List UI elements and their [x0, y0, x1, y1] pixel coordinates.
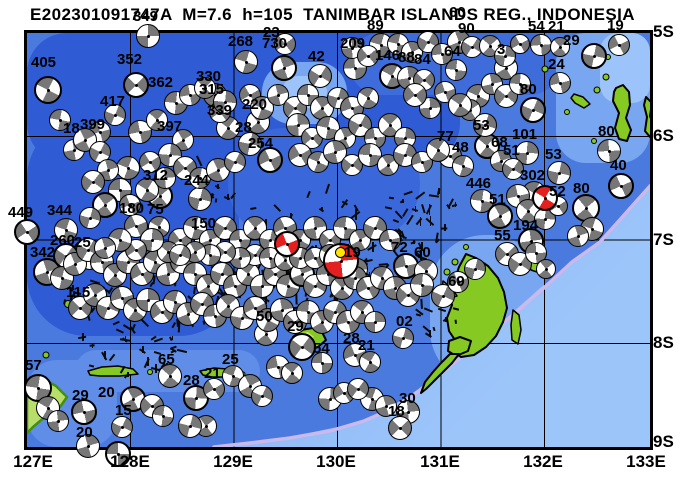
islet — [591, 138, 597, 144]
land-polygon — [159, 367, 177, 376]
lat-axis-label: 9S — [653, 432, 674, 451]
map-title: E202301091747A M=7.6 h=105 TANIMBAR ISLA… — [30, 5, 635, 24]
lon-axis-label: 130E — [316, 452, 356, 471]
land-polygon — [612, 84, 632, 142]
islet — [147, 369, 153, 375]
lat-axis-label: 6S — [653, 126, 674, 145]
land-polygon — [420, 353, 460, 394]
lat-axis-label: 5S — [653, 22, 674, 41]
islet — [541, 65, 549, 73]
land-polygon — [510, 309, 522, 345]
lon-axis-label: 132E — [523, 452, 563, 471]
lat-axis-label: 7S — [653, 230, 674, 249]
land-polygon — [27, 376, 69, 435]
lat-axis-label: 8S — [653, 333, 674, 352]
islet — [593, 86, 601, 94]
islet — [605, 54, 611, 60]
islet — [42, 351, 50, 359]
land-polygon — [643, 96, 650, 138]
islet — [463, 244, 469, 250]
islet — [443, 268, 451, 276]
land-polygon — [199, 367, 237, 378]
lon-axis-label: 131E — [420, 452, 460, 471]
land-polygon — [447, 336, 472, 357]
lon-axis-label: 127E — [13, 452, 53, 471]
map-ocean-area — [24, 30, 653, 450]
islet — [602, 73, 610, 81]
islet — [240, 371, 246, 377]
land-polygon — [570, 93, 591, 109]
main-event-epicenter-dot — [334, 246, 346, 258]
lon-axis-label: 129E — [213, 452, 253, 471]
islet — [64, 300, 72, 308]
islet — [451, 258, 459, 266]
lon-axis-label: 133E — [626, 452, 666, 471]
lon-axis-label: 128E — [110, 452, 150, 471]
trench-line — [212, 184, 650, 447]
land-polygon — [527, 252, 542, 273]
islet — [564, 109, 570, 115]
map-vector-layer — [27, 33, 650, 447]
